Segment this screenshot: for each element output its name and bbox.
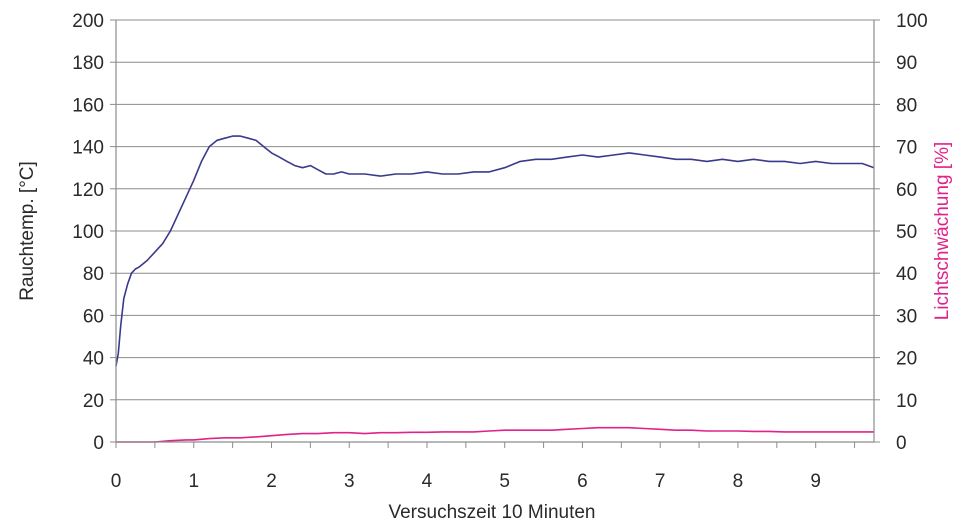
grid — [116, 19, 874, 401]
y-left-tick-label: 100 — [72, 222, 104, 243]
y-right-tick-label: 80 — [896, 95, 917, 116]
y-right-tick-label: 60 — [896, 180, 917, 201]
ticks: 0204060801001201401601802000102030405060… — [72, 11, 927, 492]
series-group — [115, 135, 875, 443]
x-axis-title: Versuchszeit 10 Minuten — [388, 502, 595, 523]
x-tick-label: 3 — [344, 471, 355, 492]
y-right-tick-label: 90 — [896, 53, 917, 74]
y-right-tick-label: 30 — [896, 306, 917, 327]
y-right-tick-label: 50 — [896, 222, 917, 243]
y-right-tick-label: 70 — [896, 138, 917, 159]
y-right-tick-label: 40 — [896, 264, 917, 285]
series-line-temperature — [115, 135, 875, 367]
y-left-tick-label: 120 — [72, 180, 104, 201]
y-right-tick-label: 0 — [896, 433, 907, 454]
y-left-tick-label: 0 — [93, 433, 104, 454]
y-left-tick-label: 140 — [72, 138, 104, 159]
y-left-tick-label: 200 — [72, 11, 104, 32]
x-tick-label: 0 — [111, 471, 122, 492]
x-tick-label: 9 — [810, 471, 821, 492]
x-tick-label: 4 — [422, 471, 433, 492]
y-left-tick-label: 60 — [83, 306, 104, 327]
y-axis-left-title: Rauchtemp. [°C] — [17, 161, 38, 301]
y-left-tick-label: 40 — [83, 349, 104, 370]
x-tick-label: 7 — [655, 471, 666, 492]
y-left-tick-label: 20 — [83, 391, 104, 412]
y-right-tick-label: 100 — [896, 11, 928, 32]
y-axis-right-title: Lichtschwächung [%] — [932, 142, 953, 321]
y-left-tick-label: 80 — [83, 264, 104, 285]
x-tick-label: 8 — [733, 471, 744, 492]
x-tick-label: 6 — [577, 471, 588, 492]
x-tick-label: 1 — [188, 471, 199, 492]
y-left-tick-label: 160 — [72, 95, 104, 116]
y-left-tick-label: 180 — [72, 53, 104, 74]
y-right-tick-label: 10 — [896, 391, 917, 412]
x-tick-label: 5 — [499, 471, 510, 492]
y-right-tick-label: 20 — [896, 349, 917, 370]
series-line-light — [116, 426, 874, 443]
x-tick-label: 2 — [266, 471, 277, 492]
